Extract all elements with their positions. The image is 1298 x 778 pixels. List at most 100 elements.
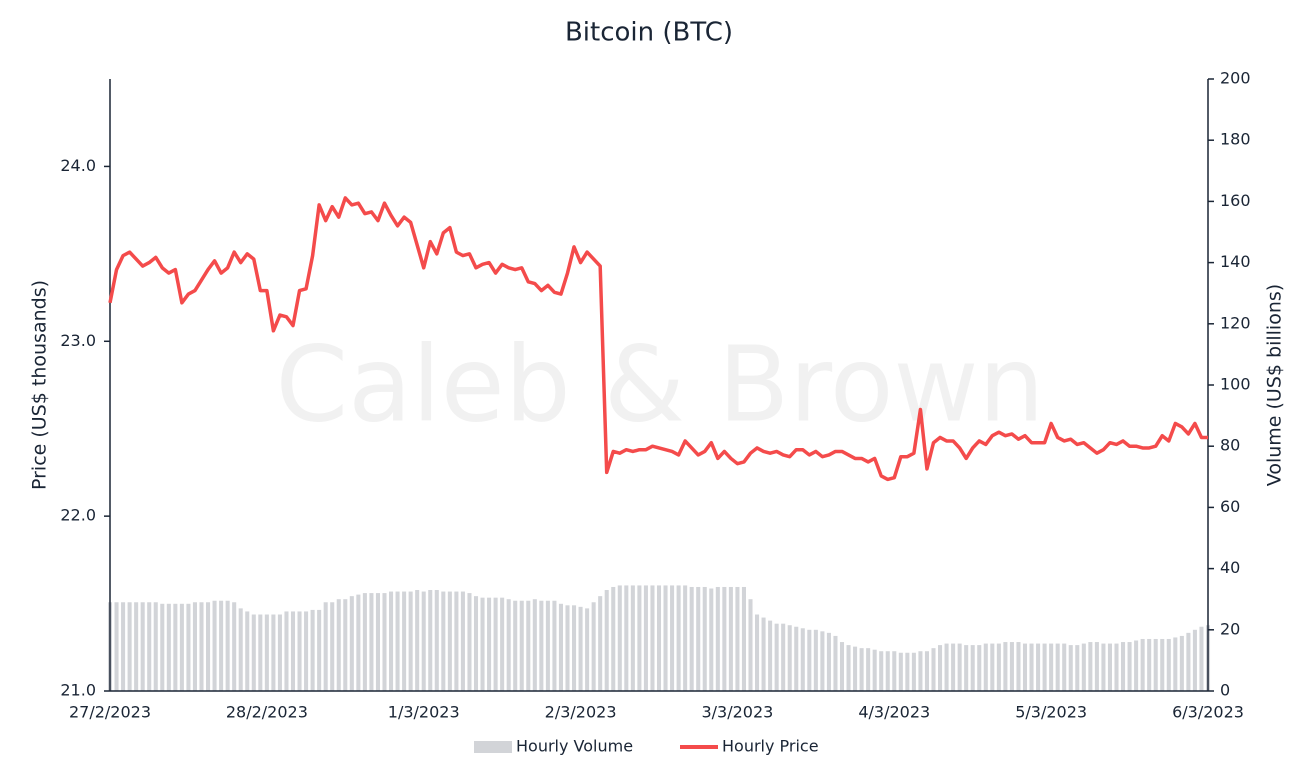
volume-bar [160,603,165,691]
volume-bar [859,648,864,691]
volume-bar [395,591,400,691]
volume-bar [539,600,544,691]
volume-bar [532,599,537,691]
volume-bar [192,602,197,691]
volume-bar [219,600,224,691]
bars [107,585,1211,691]
watermark: Caleb & Brown [276,323,1045,445]
volume-bar [140,602,145,691]
y2-tick-label: 120 [1220,313,1251,332]
volume-bar [800,628,805,691]
volume-bar [1068,645,1073,691]
y-tick-label: 23.0 [60,331,96,350]
volume-bar [1127,642,1132,691]
volume-bar [1094,642,1099,691]
volume-bar [1134,640,1139,691]
volume-bar [630,585,635,691]
volume-bar [310,609,315,691]
volume-bar [990,643,995,691]
volume-bar [232,602,237,691]
price-line [108,196,1208,482]
volume-bar [447,591,452,691]
volume-bar [1166,638,1171,691]
volume-bar [225,600,230,691]
volume-bar [924,651,929,691]
y2-tick-label: 160 [1220,191,1251,210]
volume-bar [173,603,178,691]
volume-bar [1009,642,1014,691]
volume-bar [336,599,341,691]
volume-bar [356,594,361,691]
y-axis-title: Price (US$ thousands) [29,280,51,490]
volume-bar [369,593,374,691]
volume-bar [114,602,119,691]
volume-bar [1029,643,1034,691]
volume-bar [402,591,407,691]
volume-bar [297,611,302,691]
volume-bar [127,602,132,691]
volume-bar [728,586,733,691]
volume-bar [290,611,296,691]
volume-bar [604,590,609,691]
volume-bar [349,596,354,691]
volume-bar [558,603,563,691]
volume-bar [826,632,831,691]
volume-bar [866,648,871,691]
y2-axis-title: Volume (US$ billions) [1264,284,1286,486]
volume-bar [663,585,668,691]
volume-bar [591,602,596,691]
volume-bar [1179,635,1184,691]
y2-tick-label: 200 [1220,69,1251,88]
volume-bar [970,645,975,691]
volume-bar [264,614,269,691]
volume-bar [911,652,916,691]
volume-bar [670,585,675,691]
volume-bar [1147,638,1152,691]
volume-bar [134,602,139,691]
volume-bar [617,585,622,691]
x-tick-label: 5/3/2023 [1015,703,1087,722]
volume-bar [689,586,694,691]
volume-bar [957,643,962,691]
volume-bar [996,643,1001,691]
volume-bar [1016,642,1021,691]
volume-bar [389,591,394,691]
volume-bar [813,629,818,691]
volume-bar [362,593,367,691]
volume-bar [166,603,171,691]
volume-bar [153,602,158,691]
volume-bar [434,590,439,691]
volume-bar [1114,643,1119,691]
volume-bar [578,606,583,691]
y2-tick-label: 100 [1220,375,1251,394]
volume-bar [460,591,465,691]
y-tick-label: 22.0 [60,506,96,525]
volume-bar [121,602,126,691]
volume-bar [964,645,969,691]
y2-tick-label: 40 [1220,558,1240,577]
volume-bar [1107,643,1112,691]
y2-tick-label: 20 [1220,619,1240,638]
volume-bar [572,605,577,691]
volume-bar [774,623,779,691]
volume-bar [545,600,550,691]
volume-bar [421,591,426,691]
volume-bar [781,623,786,691]
chart-title: Bitcoin (BTC) [565,18,733,48]
volume-bar [1022,643,1028,691]
volume-bar [598,596,603,691]
y-tick-label: 24.0 [60,156,96,175]
y2-tick-label: 0 [1220,681,1230,700]
volume-bar [755,614,760,691]
volume-bar [513,600,518,691]
volume-bar [147,602,152,691]
volume-bar [787,625,792,691]
volume-bar [846,645,851,691]
x-tick-label: 28/2/2023 [226,703,308,722]
volume-bar [637,585,642,691]
volume-bar [709,588,714,691]
volume-bar [1153,638,1158,691]
volume-bar [271,614,276,691]
volume-bar [519,600,524,691]
volume-bar [820,631,825,691]
